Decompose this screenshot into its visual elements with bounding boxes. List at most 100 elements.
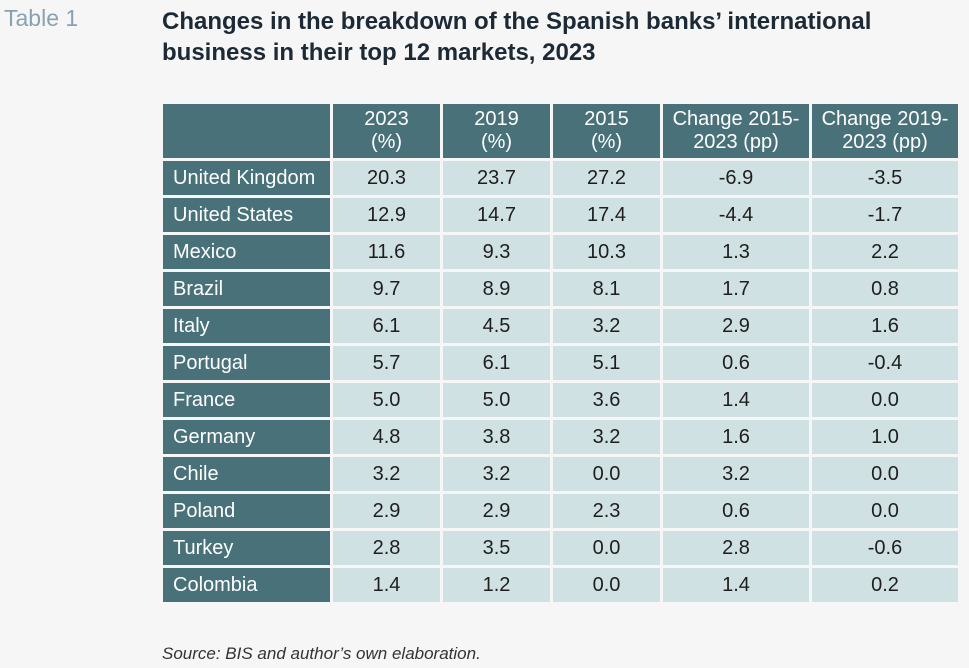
value-2015-cell: 10.3 — [553, 235, 660, 269]
country-name: Mexico — [163, 235, 330, 269]
change-2015-2023-cell: 0.6 — [663, 494, 809, 528]
value-2015-cell: 3.2 — [553, 309, 660, 343]
value-2023-cell: 2.8 — [333, 531, 440, 565]
table-row: France 5.0 5.0 3.6 1.4 0.0 — [163, 383, 958, 417]
country-name: Chile — [163, 457, 330, 491]
change-2019-2023-cell: 2.2 — [812, 235, 958, 269]
value-2019-cell: 5.0 — [443, 383, 550, 417]
change-2015-2023-cell: 1.3 — [663, 235, 809, 269]
change-2015-2023-cell: 1.4 — [663, 383, 809, 417]
country-name: Poland — [163, 494, 330, 528]
header-2019-line1: 2019 — [474, 108, 519, 130]
value-2015-cell: 5.1 — [553, 346, 660, 380]
table-row: Mexico 11.6 9.3 10.3 1.3 2.2 — [163, 235, 958, 269]
header-change-2019-2023-line1: Change 2019- — [821, 108, 949, 130]
change-2015-2023-cell: 2.9 — [663, 309, 809, 343]
header-corner-cell — [163, 104, 330, 158]
country-name: United States — [163, 198, 330, 232]
change-2019-2023-cell: -3.5 — [812, 161, 958, 195]
header-2023: 2023 (%) — [333, 104, 440, 158]
change-2015-2023-cell: -6.9 — [663, 161, 809, 195]
header-change-2015-2023-line1: Change 2015- — [672, 108, 800, 130]
header-change-2019-2023: Change 2019- 2023 (pp) — [812, 104, 958, 158]
value-2019-cell: 8.9 — [443, 272, 550, 306]
header-2019-line2: (%) — [480, 131, 513, 153]
change-2015-2023-cell: 1.4 — [663, 568, 809, 602]
value-2019-cell: 23.7 — [443, 161, 550, 195]
value-2023-cell: 2.9 — [333, 494, 440, 528]
value-2019-cell: 6.1 — [443, 346, 550, 380]
value-2015-cell: 0.0 — [553, 457, 660, 491]
value-2015-cell: 8.1 — [553, 272, 660, 306]
value-2023-cell: 11.6 — [333, 235, 440, 269]
value-2023-cell: 20.3 — [333, 161, 440, 195]
table-row: Brazil 9.7 8.9 8.1 1.7 0.8 — [163, 272, 958, 306]
value-2023-cell: 12.9 — [333, 198, 440, 232]
value-2015-cell: 0.0 — [553, 531, 660, 565]
country-name: Colombia — [163, 568, 330, 602]
header-2023-line1: 2023 — [364, 108, 409, 130]
table-row: Colombia 1.4 1.2 0.0 1.4 0.2 — [163, 568, 958, 602]
value-2023-cell: 1.4 — [333, 568, 440, 602]
country-name: Turkey — [163, 531, 330, 565]
header-2015: 2015 (%) — [553, 104, 660, 158]
change-2019-2023-cell: -0.4 — [812, 346, 958, 380]
country-name: Germany — [163, 420, 330, 454]
markets-table: 2023 (%) 2019 (%) 2015 (%) Change 2015- … — [160, 101, 961, 605]
value-2023-cell: 6.1 — [333, 309, 440, 343]
value-2023-cell: 9.7 — [333, 272, 440, 306]
value-2015-cell: 2.3 — [553, 494, 660, 528]
table-row: United Kingdom 20.3 23.7 27.2 -6.9 -3.5 — [163, 161, 958, 195]
header-change-2019-2023-line2: 2023 (pp) — [842, 131, 928, 153]
change-2019-2023-cell: -0.6 — [812, 531, 958, 565]
table-header-row: 2023 (%) 2019 (%) 2015 (%) Change 2015- … — [163, 104, 958, 158]
country-name: Brazil — [163, 272, 330, 306]
value-2015-cell: 0.0 — [553, 568, 660, 602]
change-2019-2023-cell: -1.7 — [812, 198, 958, 232]
table-number-label: Table 1 — [4, 5, 79, 31]
header-2023-line2: (%) — [370, 131, 403, 153]
value-2023-cell: 5.7 — [333, 346, 440, 380]
country-name: Italy — [163, 309, 330, 343]
header-change-2015-2023: Change 2015- 2023 (pp) — [663, 104, 809, 158]
country-name: Portugal — [163, 346, 330, 380]
change-2019-2023-cell: 0.2 — [812, 568, 958, 602]
header-change-2015-2023-line2: 2023 (pp) — [693, 131, 779, 153]
change-2019-2023-cell: 0.0 — [812, 457, 958, 491]
change-2015-2023-cell: -4.4 — [663, 198, 809, 232]
value-2019-cell: 2.9 — [443, 494, 550, 528]
value-2023-cell: 5.0 — [333, 383, 440, 417]
value-2019-cell: 3.5 — [443, 531, 550, 565]
value-2019-cell: 4.5 — [443, 309, 550, 343]
table-row: Germany 4.8 3.8 3.2 1.6 1.0 — [163, 420, 958, 454]
value-2015-cell: 17.4 — [553, 198, 660, 232]
value-2015-cell: 3.6 — [553, 383, 660, 417]
table-row: Poland 2.9 2.9 2.3 0.6 0.0 — [163, 494, 958, 528]
change-2015-2023-cell: 1.6 — [663, 420, 809, 454]
value-2019-cell: 3.8 — [443, 420, 550, 454]
table-row: Italy 6.1 4.5 3.2 2.9 1.6 — [163, 309, 958, 343]
source-note: Source: BIS and author’s own elaboration… — [162, 644, 481, 663]
table-row: Chile 3.2 3.2 0.0 3.2 0.0 — [163, 457, 958, 491]
change-2015-2023-cell: 1.7 — [663, 272, 809, 306]
value-2019-cell: 14.7 — [443, 198, 550, 232]
value-2015-cell: 27.2 — [553, 161, 660, 195]
table-title: Changes in the breakdown of the Spanish … — [162, 8, 872, 66]
value-2023-cell: 4.8 — [333, 420, 440, 454]
value-2019-cell: 1.2 — [443, 568, 550, 602]
value-2023-cell: 3.2 — [333, 457, 440, 491]
table-body: United Kingdom 20.3 23.7 27.2 -6.9 -3.5 United… — [163, 161, 958, 602]
table-row: Portugal 5.7 6.1 5.1 0.6 -0.4 — [163, 346, 958, 380]
table-row: United States 12.9 14.7 17.4 -4.4 -1.7 — [163, 198, 958, 232]
change-2015-2023-cell: 2.8 — [663, 531, 809, 565]
change-2019-2023-cell: 0.0 — [812, 383, 958, 417]
value-2019-cell: 3.2 — [443, 457, 550, 491]
table-row: Turkey 2.8 3.5 0.0 2.8 -0.6 — [163, 531, 958, 565]
change-2019-2023-cell: 1.6 — [812, 309, 958, 343]
country-name: France — [163, 383, 330, 417]
value-2015-cell: 3.2 — [553, 420, 660, 454]
header-2015-line1: 2015 — [584, 108, 629, 130]
country-name: United Kingdom — [163, 161, 330, 195]
change-2019-2023-cell: 0.8 — [812, 272, 958, 306]
header-2019: 2019 (%) — [443, 104, 550, 158]
